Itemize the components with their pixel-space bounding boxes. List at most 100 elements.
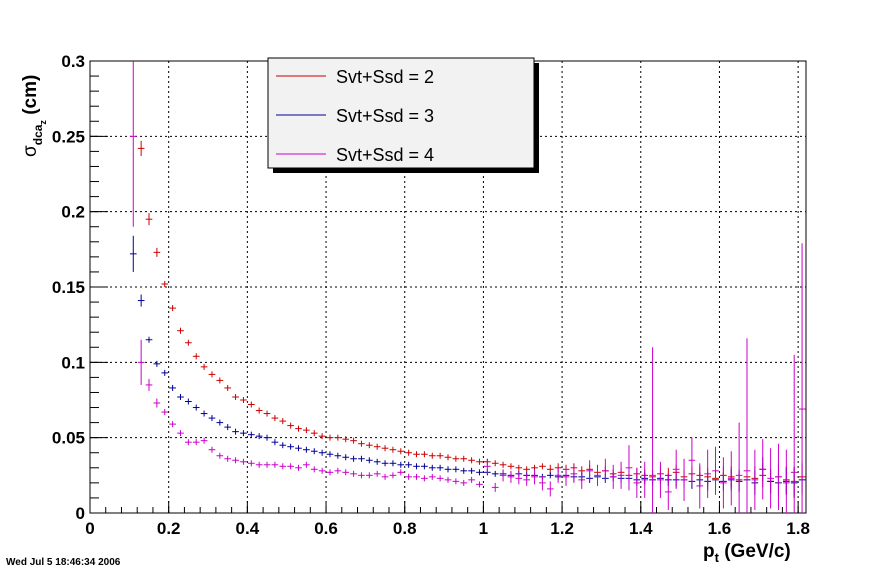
data-point [539, 463, 546, 470]
data-point [208, 415, 216, 422]
data-point [334, 467, 342, 474]
data-point [318, 467, 326, 474]
x-tick-label: 0 [85, 519, 94, 538]
data-point [350, 455, 357, 462]
data-point [137, 339, 145, 385]
data-point [295, 464, 302, 471]
x-tick-label: 0.8 [393, 519, 417, 538]
data-point [279, 442, 287, 449]
data-point [358, 440, 365, 447]
timestamp-footer: Wed Jul 5 18:46:34 2006 [6, 557, 121, 568]
data-point [303, 461, 310, 468]
data-point [389, 472, 397, 479]
data-point [389, 460, 397, 467]
y-tick-label: 0.2 [61, 203, 85, 222]
data-point [334, 452, 342, 459]
x-tick-label: 1.4 [629, 519, 653, 538]
data-point [696, 463, 704, 509]
y-tick-labels: 0 0.05 0.1 0.15 0.2 0.25 0.3 [52, 52, 85, 523]
data-point [444, 454, 452, 461]
data-point [279, 418, 287, 425]
data-point [137, 294, 145, 307]
data-point [491, 482, 499, 492]
data-point [562, 467, 570, 486]
data-point [263, 461, 271, 468]
y-axis-title-sigma: σ [20, 145, 41, 157]
data-point [271, 439, 279, 446]
y-axis-title-sub: dca [31, 124, 45, 145]
y-tick-label: 0.15 [52, 278, 85, 297]
data-point [216, 452, 224, 459]
data-point [625, 445, 633, 491]
data-point [405, 449, 413, 456]
data-point [224, 455, 232, 462]
data-point [735, 422, 743, 513]
data-point [161, 409, 169, 416]
data-point [342, 469, 350, 476]
data-point [350, 437, 357, 444]
data-point [232, 428, 239, 435]
data-point [790, 354, 798, 513]
data-point [303, 446, 310, 453]
legend-label-series-3: Svt+Ssd = 3 [336, 106, 434, 126]
data-point [177, 327, 184, 334]
data-point [255, 461, 263, 468]
data-point [247, 431, 255, 438]
data-point [421, 463, 428, 470]
data-point [712, 446, 719, 495]
x-axis-title-sub: t [715, 550, 720, 565]
data-point [365, 472, 373, 479]
data-point [365, 442, 373, 449]
data-point [224, 424, 232, 431]
data-point [539, 475, 546, 491]
data-point [720, 457, 727, 509]
data-point [602, 458, 609, 483]
data-point [775, 443, 782, 510]
data-point [727, 451, 735, 506]
data-point [287, 422, 294, 429]
data-point [153, 247, 161, 257]
data-point [153, 398, 161, 408]
data-point [310, 430, 318, 437]
data-point [287, 443, 294, 450]
data-point [192, 439, 200, 446]
data-markers [129, 61, 806, 513]
x-tick-label: 1 [479, 519, 488, 538]
data-point [169, 384, 176, 391]
data-point [397, 448, 405, 455]
data-point [428, 452, 436, 459]
data-point [507, 463, 515, 470]
y-tick-label: 0.1 [61, 353, 85, 372]
data-point [405, 461, 413, 468]
data-point [759, 439, 767, 500]
y-tick-label: 0.3 [61, 52, 85, 71]
data-point [672, 449, 680, 489]
y-tick-label: 0.25 [52, 127, 85, 146]
data-point [271, 415, 279, 422]
data-point [491, 460, 499, 467]
data-point [271, 461, 279, 468]
data-point [224, 384, 232, 391]
data-point [169, 305, 176, 312]
data-point [240, 430, 247, 437]
data-point [782, 449, 790, 513]
legend-label-series-4: Svt+Ssd = 4 [336, 145, 434, 165]
data-point [633, 467, 641, 498]
data-point [216, 377, 224, 384]
data-point [192, 353, 200, 360]
x-tick-label: 0.2 [157, 519, 181, 538]
data-point [192, 404, 200, 411]
data-point [303, 427, 310, 434]
data-point [468, 467, 475, 474]
y-tick-label: 0 [76, 504, 85, 523]
data-point [381, 445, 389, 452]
data-point [546, 472, 554, 479]
data-point [578, 470, 586, 489]
x-axis-title-rest: (GeV/c) [719, 541, 791, 562]
y-axis-title-subsub: z [38, 120, 48, 125]
data-point [491, 470, 499, 477]
x-tick-label: 1.6 [708, 519, 732, 538]
data-point [436, 464, 444, 471]
x-tick-label: 1.8 [786, 519, 810, 538]
data-point [310, 448, 318, 455]
